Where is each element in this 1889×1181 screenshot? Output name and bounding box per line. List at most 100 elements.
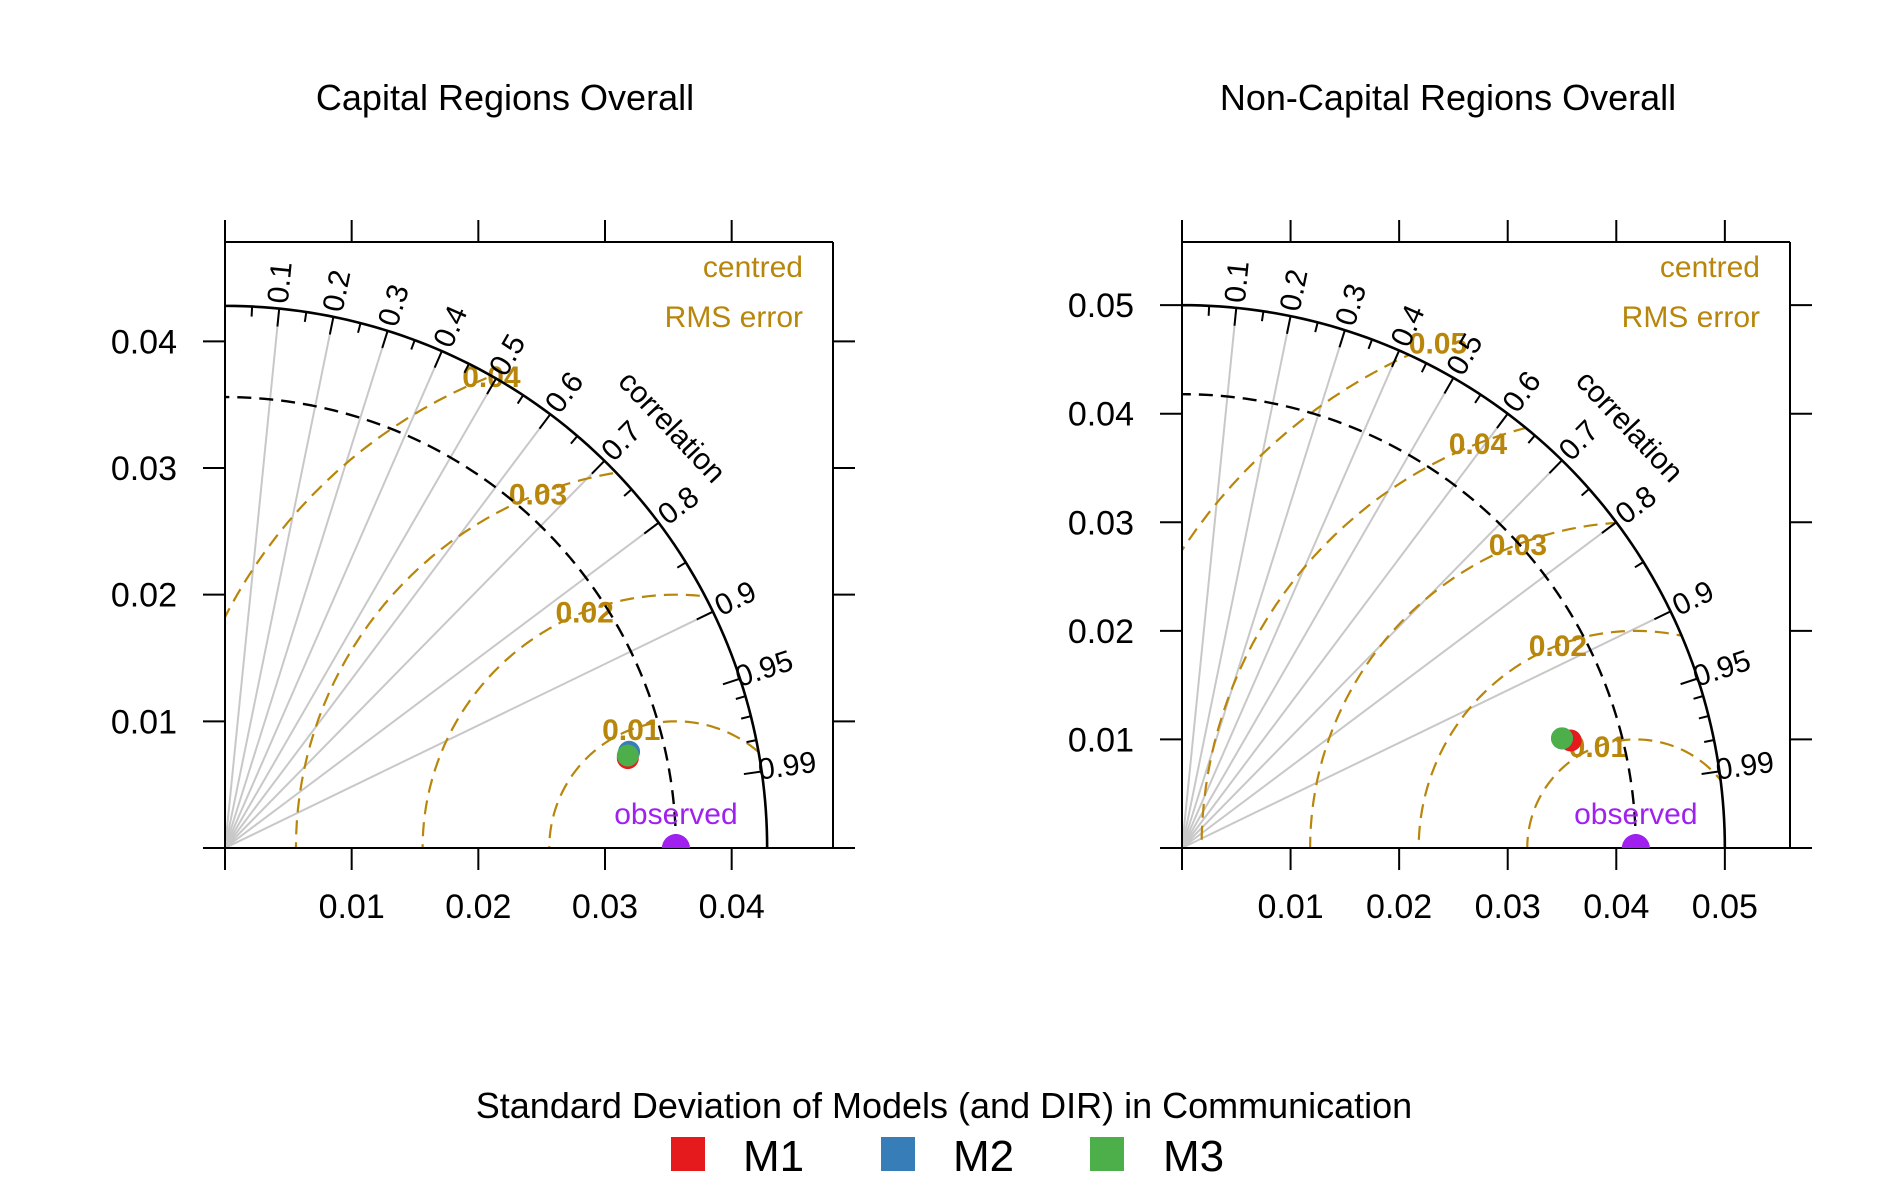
correlation-tick-label: 0.99	[756, 746, 818, 787]
correlation-tick	[1338, 329, 1346, 348]
correlation-tick	[1367, 339, 1373, 350]
correlation-tick	[735, 695, 746, 700]
correlation-tick	[1233, 307, 1238, 326]
correlation-tick	[516, 394, 525, 405]
correlation-tick	[570, 435, 579, 445]
panel-non-capital: Non-Capital Regions Overall 0.01 0.02 0.03 0…	[1068, 77, 1812, 926]
correlation-tick	[1653, 610, 1672, 621]
correlation-tick	[1420, 362, 1428, 373]
correlation-tick	[1527, 434, 1536, 444]
x-tick-label: 0.02	[1366, 888, 1432, 926]
observed-label: observed	[614, 798, 737, 831]
correlation-tick	[1443, 377, 1455, 394]
correlation-tick	[276, 308, 281, 327]
y-tick-label: 0.05	[1068, 287, 1134, 325]
correlation-tick-label: 0.99	[1714, 746, 1776, 787]
x-tick-label: 0.03	[572, 888, 638, 926]
correlation-tick	[676, 561, 687, 569]
observed-sd-arc	[224, 395, 678, 849]
x-tick-label: 0.04	[1583, 888, 1649, 926]
correlation-tick-label: 0.3	[1329, 280, 1373, 330]
correlation-tick-label: 0.3	[372, 281, 416, 331]
rms-contour-label: 0.03	[1489, 529, 1547, 562]
correlation-tick	[463, 363, 470, 374]
correlation-tick	[743, 770, 762, 776]
outer-sd-arc	[224, 304, 769, 849]
correlation-tick	[410, 339, 416, 350]
rms-legend-line1: centred	[703, 251, 803, 284]
correlation-tick	[1496, 413, 1509, 429]
correlation-tick	[1314, 322, 1319, 333]
y-tick-label: 0.03	[111, 450, 177, 488]
correlation-tick	[1474, 394, 1482, 404]
observed-label: observed	[1574, 798, 1697, 831]
legend: Standard Deviation of Models (and DIR) i…	[476, 1085, 1412, 1181]
observed-sd-arc	[1181, 392, 1638, 849]
observed-point	[661, 834, 690, 848]
rms-contour-label: 0.02	[1529, 630, 1587, 663]
correlation-tick	[1680, 677, 1699, 686]
panel-title: Non-Capital Regions Overall	[1220, 77, 1676, 118]
panel-capital: Capital Regions Overall 0.01 0.02 0.03 0.04 0…	[111, 77, 855, 926]
correlation-tick	[591, 460, 606, 475]
y-tick-label: 0.02	[1068, 613, 1134, 651]
x-tick-label: 0.05	[1692, 888, 1758, 926]
correlation-tick	[1391, 350, 1401, 368]
correlation-line	[1181, 459, 1563, 849]
correlation-tick	[538, 413, 552, 430]
correlation-line	[1181, 413, 1509, 849]
rms-contour	[421, 593, 768, 848]
correlation-tick	[250, 306, 254, 317]
correlation-tick	[1580, 488, 1590, 497]
correlation-line	[1181, 307, 1238, 849]
correlation-tick	[1285, 315, 1292, 334]
rms-contour-label: 0.04	[1449, 428, 1508, 461]
correlation-tick	[303, 311, 308, 323]
legend-title: Standard Deviation of Models (and DIR) i…	[476, 1085, 1412, 1126]
rms-contour-label: 0.02	[555, 596, 613, 629]
correlation-tick	[1634, 561, 1644, 569]
correlation-line	[224, 413, 552, 849]
correlation-tick-label: 0.1	[262, 260, 299, 305]
correlation-line	[1181, 377, 1455, 849]
correlation-tick	[1548, 459, 1563, 474]
correlation-line	[1181, 315, 1292, 849]
correlation-tick-label: 0.95	[731, 644, 797, 694]
correlation-tick	[643, 521, 660, 535]
rms-contour	[1526, 738, 1725, 848]
correlation-line	[1181, 350, 1401, 849]
model-point-m3	[616, 744, 639, 767]
rms-contour-label: 0.05	[1409, 327, 1467, 360]
correlation-line	[1181, 610, 1672, 849]
legend-swatch-m2	[881, 1137, 915, 1171]
correlation-tick	[740, 715, 752, 720]
y-tick-label: 0.01	[111, 703, 177, 741]
model-point-m3	[1551, 727, 1573, 750]
correlation-tick	[1701, 770, 1720, 775]
legend-label-m1: M1	[743, 1132, 804, 1181]
rms-contour	[1417, 629, 1725, 848]
correlation-tick	[357, 322, 362, 334]
rms-legend-line1: centred	[1660, 251, 1760, 284]
correlation-line	[224, 521, 660, 849]
observed-point	[1621, 834, 1650, 848]
x-tick-label: 0.03	[1475, 888, 1541, 926]
outer-sd-arc	[1181, 303, 1727, 849]
correlation-tick	[486, 377, 497, 395]
correlation-tick-label: 0.9	[710, 575, 762, 623]
correlation-tick-label: 0.2	[1274, 267, 1315, 314]
correlation-tick	[328, 316, 335, 335]
x-tick-label: 0.04	[699, 888, 765, 926]
correlation-tick	[746, 739, 757, 744]
rms-contour-label: 0.03	[509, 479, 567, 512]
correlation-line	[224, 350, 443, 849]
y-tick-label: 0.03	[1068, 504, 1134, 542]
correlation-tick-label: 0.2	[317, 267, 358, 314]
correlation-tick	[381, 330, 389, 349]
correlation-tick	[1693, 695, 1704, 700]
correlation-tick-label: 0.4	[427, 301, 474, 352]
rms-legend-line2: RMS error	[665, 301, 803, 334]
y-tick-label: 0.04	[1068, 396, 1134, 434]
correlation-tick-label: 0.1	[1219, 259, 1256, 304]
